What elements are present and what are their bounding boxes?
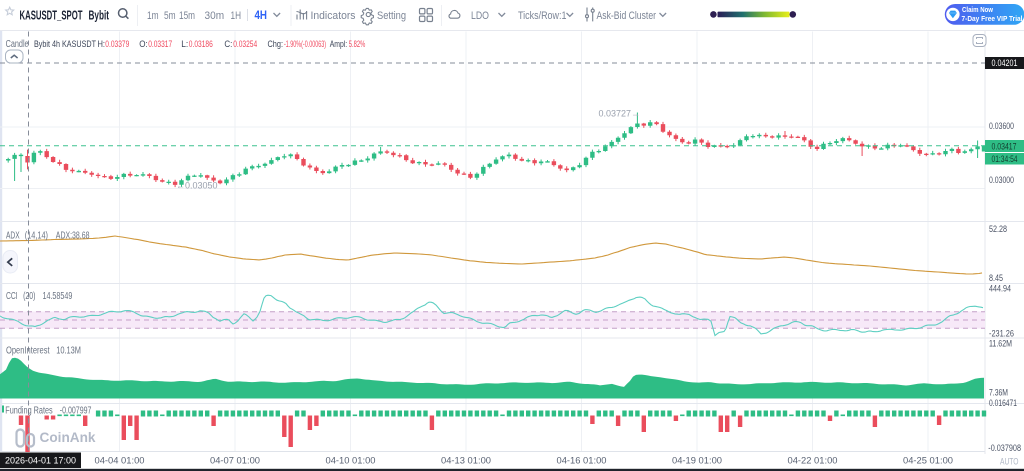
svg-text:0.03727→: 0.03727→ — [598, 109, 640, 119]
svg-text:ADX: ADX — [6, 231, 20, 242]
svg-text:Indicators: Indicators — [311, 10, 356, 22]
svg-text:11.62M: 11.62M — [989, 339, 1012, 349]
svg-text:4H: 4H — [255, 10, 268, 22]
svg-text:0.016471: 0.016471 — [989, 398, 1017, 408]
svg-text:10.13M: 10.13M — [56, 346, 81, 357]
svg-text:0.03254: 0.03254 — [233, 39, 257, 50]
svg-text:Claim Now: Claim Now — [962, 5, 993, 14]
svg-text:Chg:: Chg: — [268, 39, 284, 50]
svg-text:5.82%: 5.82% — [349, 39, 366, 50]
svg-text:04-13 01:00: 04-13 01:00 — [441, 456, 491, 466]
svg-text:←0.03050: ←0.03050 — [176, 181, 218, 191]
svg-text:Setting: Setting — [377, 10, 406, 22]
svg-text:0.03317: 0.03317 — [148, 39, 172, 50]
svg-text:-0.037908: -0.037908 — [988, 443, 1021, 453]
svg-text:444.94: 444.94 — [989, 284, 1011, 294]
svg-text:Bybit: Bybit — [89, 8, 110, 23]
svg-text:ADX:38.68: ADX:38.68 — [56, 231, 90, 242]
svg-text:0.03600: 0.03600 — [989, 121, 1014, 131]
svg-text:5m: 5m — [164, 10, 176, 22]
svg-text:30m: 30m — [205, 10, 225, 22]
svg-text:AUTO: AUTO — [1000, 457, 1019, 467]
svg-text:O:: O: — [139, 39, 148, 50]
svg-text:0.04201: 0.04201 — [992, 58, 1018, 68]
svg-text:0.03417: 0.03417 — [992, 141, 1017, 151]
svg-text:7.36M: 7.36M — [989, 388, 1008, 398]
svg-text:04-25 01:00: 04-25 01:00 — [903, 456, 953, 466]
svg-text:L:: L: — [181, 39, 188, 50]
svg-text:Ampl:: Ampl: — [330, 39, 348, 50]
svg-text:8.45: 8.45 — [989, 273, 1003, 283]
svg-text:52.28: 52.28 — [989, 224, 1007, 234]
svg-text:(14,14): (14,14) — [25, 231, 48, 242]
svg-text:-0.007997: -0.007997 — [60, 406, 92, 417]
svg-text:0.03000: 0.03000 — [989, 175, 1014, 185]
svg-text:Ask-Bid Cluster: Ask-Bid Cluster — [597, 10, 657, 22]
svg-text:7-Day Free VIP Trial: 7-Day Free VIP Trial — [962, 14, 1023, 23]
svg-text:04-04 01:00: 04-04 01:00 — [95, 456, 145, 466]
svg-text:Candle: Candle — [6, 39, 29, 50]
svg-text:2026-04-01 17:00: 2026-04-01 17:00 — [5, 456, 76, 466]
svg-text:CCI: CCI — [6, 291, 18, 302]
svg-text:01:34:54: 01:34:54 — [992, 154, 1018, 164]
svg-text:04-19 01:00: 04-19 01:00 — [672, 456, 722, 466]
svg-text:04-10 01:00: 04-10 01:00 — [326, 456, 376, 466]
svg-text:04-16 01:00: 04-16 01:00 — [557, 456, 607, 466]
svg-text:Funding Rates: Funding Rates — [5, 406, 52, 417]
svg-text:(20): (20) — [23, 291, 35, 302]
svg-text:-1.90%(-0.00063): -1.90%(-0.00063) — [284, 39, 326, 50]
svg-text:H:: H: — [98, 39, 106, 50]
svg-text:C:: C: — [224, 39, 232, 50]
svg-text:14.58549: 14.58549 — [43, 291, 73, 302]
svg-text:CoinAnk: CoinAnk — [40, 429, 96, 445]
svg-text:-231.26: -231.26 — [989, 329, 1014, 339]
svg-text:0.03379: 0.03379 — [105, 39, 129, 50]
svg-text:04-07 01:00: 04-07 01:00 — [210, 456, 260, 466]
svg-text:1H: 1H — [231, 10, 242, 22]
svg-text:KASUSDT_SPOT: KASUSDT_SPOT — [20, 8, 83, 23]
svg-text:Ticks/Row:1: Ticks/Row:1 — [518, 10, 567, 22]
svg-text:15m: 15m — [179, 10, 195, 22]
svg-text:1m: 1m — [147, 10, 159, 22]
svg-text:0.03186: 0.03186 — [189, 39, 213, 50]
svg-text:04-22 01:00: 04-22 01:00 — [788, 456, 838, 466]
svg-text:Bybit 4h KASUSDT: Bybit 4h KASUSDT — [34, 39, 96, 50]
svg-text:LDO: LDO — [471, 10, 489, 22]
svg-text:OpenInterest: OpenInterest — [6, 346, 50, 357]
